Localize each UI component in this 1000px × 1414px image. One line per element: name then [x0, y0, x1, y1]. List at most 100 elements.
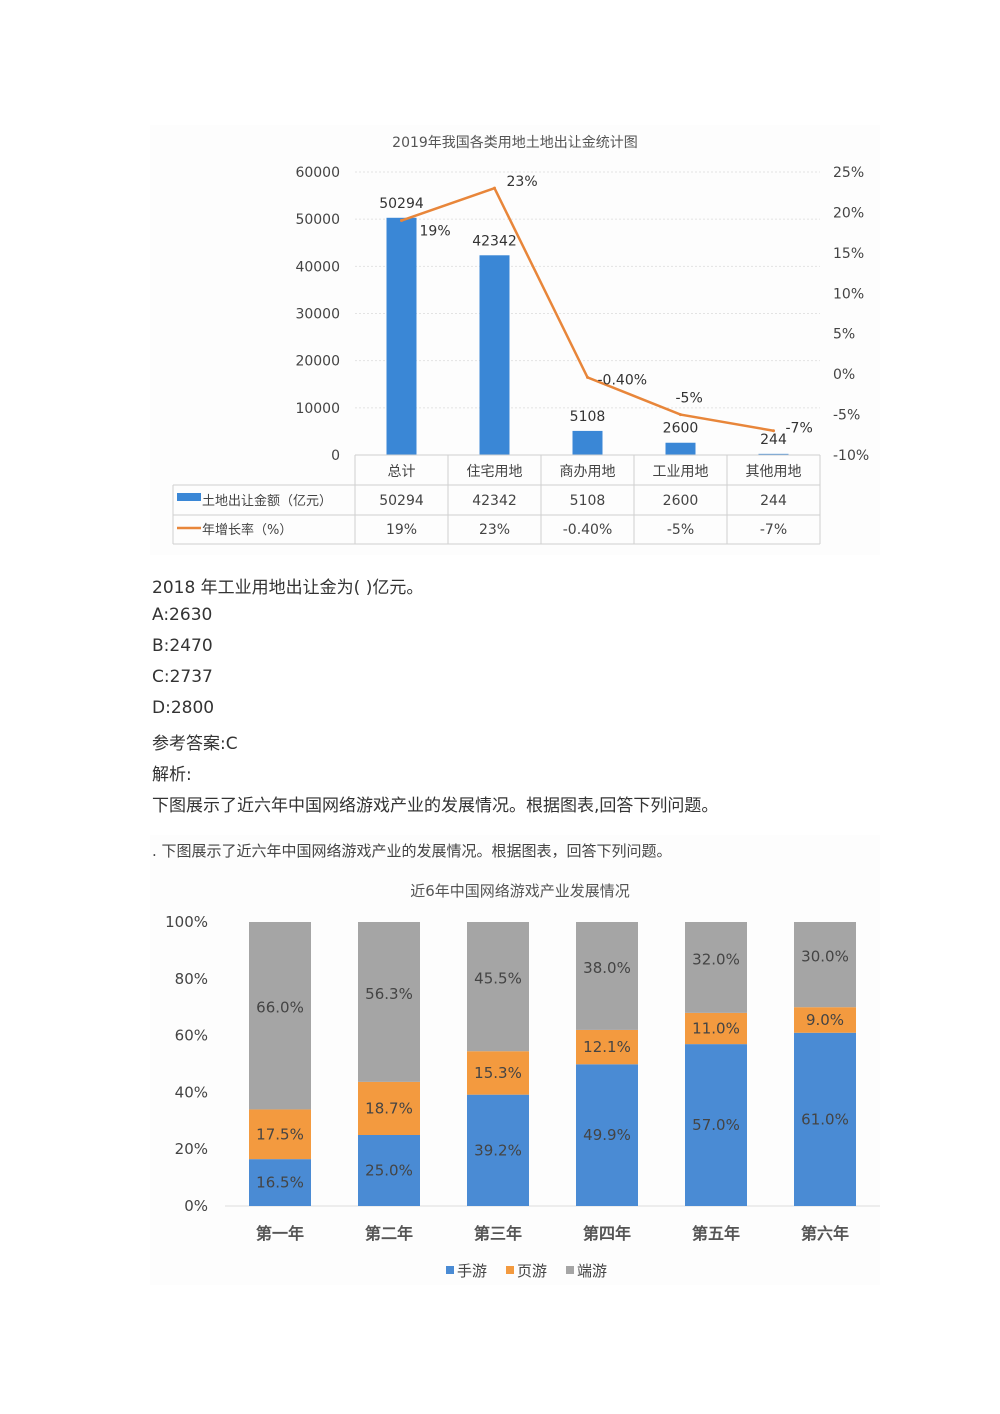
line-point [400, 219, 403, 223]
table-rate-cell: 19% [386, 522, 417, 538]
chart-title: 2019年我国各类用地土地出让金统计图 [392, 135, 638, 151]
legend-bar-label: 土地出让金额（亿元） [202, 493, 332, 509]
bar-segment-页游 [794, 1007, 856, 1033]
bar-segment-手游 [576, 1064, 638, 1206]
legend-swatch [446, 1266, 454, 1274]
legend-bar-swatch [177, 493, 201, 501]
line-point [772, 429, 775, 433]
option-a: A:2630 [152, 605, 213, 625]
category-label: 第二年 [365, 1224, 413, 1243]
legend-line-label: 年增长率（%） [202, 522, 292, 538]
left-axis-tick: 40000 [295, 259, 340, 275]
table-amount-cell: 2600 [663, 493, 699, 509]
bar [758, 453, 789, 455]
legend-label: 端游 [577, 1262, 607, 1280]
legend-label: 页游 [517, 1262, 547, 1280]
next-question-intro: 下图展示了近六年中国网络游戏产业的发展情况。根据图表,回答下列问题。 [152, 796, 719, 816]
category-label: 商办用地 [560, 464, 616, 480]
chart-heading: . 下图展示了近六年中国网络游戏产业的发展情况。根据图表，回答下列问题。 [152, 842, 672, 860]
right-axis-tick: 20% [833, 205, 864, 221]
category-label: 第五年 [692, 1224, 740, 1243]
table-amount-cell: 50294 [379, 493, 424, 509]
bar-segment-手游 [467, 1094, 529, 1206]
legend-swatch [566, 1266, 574, 1274]
bar-data-label: 5108 [570, 409, 606, 425]
segment-data-label: 15.3% [474, 1064, 522, 1082]
table-rate-cell: 23% [479, 522, 510, 538]
line-data-label: -5% [676, 391, 703, 407]
segment-data-label: 9.0% [806, 1011, 844, 1029]
bar-segment-页游 [358, 1081, 420, 1135]
category-label: 工业用地 [653, 464, 709, 480]
legend-label: 手游 [457, 1262, 487, 1280]
bar-segment-端游 [358, 922, 420, 1082]
option-b: B:2470 [152, 636, 213, 656]
line-data-label: 23% [507, 174, 538, 190]
segment-data-label: 12.1% [583, 1038, 631, 1056]
line-data-label: -7% [786, 421, 813, 437]
line-data-label: 19% [420, 224, 451, 240]
bar-segment-页游 [467, 1051, 529, 1095]
segment-data-label: 17.5% [256, 1125, 304, 1143]
category-label: 总计 [388, 464, 416, 480]
segment-data-label: 11.0% [692, 1020, 740, 1038]
segment-data-label: 32.0% [692, 950, 740, 968]
bar-segment-端游 [467, 922, 529, 1052]
bar-data-label: 244 [760, 432, 787, 448]
bar-segment-手游 [358, 1135, 420, 1206]
bar-segment-端游 [685, 922, 747, 1013]
legend-swatch [506, 1266, 514, 1274]
left-axis-tick: 30000 [295, 307, 340, 323]
y-axis-tick: 80% [175, 970, 208, 988]
category-label: 第六年 [801, 1224, 849, 1243]
bar [572, 430, 603, 455]
segment-data-label: 30.0% [801, 948, 849, 966]
segment-data-label: 61.0% [801, 1110, 849, 1128]
line-point [493, 186, 496, 190]
right-axis-tick: 10% [833, 286, 864, 302]
bar-segment-页游 [249, 1109, 311, 1160]
y-axis-tick: 20% [175, 1140, 208, 1158]
bar-segment-页游 [685, 1012, 747, 1045]
reference-answer: 参考答案:C [152, 734, 238, 754]
table-rate-cell: -0.40% [563, 522, 613, 538]
bar-data-label: 42342 [472, 233, 517, 249]
bar-segment-端游 [249, 922, 311, 1110]
y-axis-tick: 40% [175, 1083, 208, 1101]
table-rate-cell: -7% [760, 522, 787, 538]
bar-data-label: 2600 [663, 421, 699, 437]
right-axis-tick: 5% [833, 327, 855, 343]
segment-data-label: 16.5% [256, 1174, 304, 1192]
online-game-chart-svg: . 下图展示了近六年中国网络游戏产业的发展情况。根据图表，回答下列问题。近6年中… [152, 842, 880, 1280]
bar-segment-页游 [576, 1029, 638, 1065]
bar-segment-手游 [685, 1044, 747, 1206]
segment-data-label: 57.0% [692, 1116, 740, 1134]
segment-data-label: 18.7% [365, 1099, 413, 1117]
bar [479, 255, 510, 455]
category-label: 住宅用地 [467, 464, 523, 480]
table-rate-cell: -5% [667, 522, 694, 538]
left-axis-tick: 20000 [295, 354, 340, 370]
y-axis-tick: 60% [175, 1027, 208, 1045]
bar-segment-手游 [249, 1159, 311, 1206]
segment-data-label: 25.0% [365, 1162, 413, 1180]
online-game-chart: . 下图展示了近六年中国网络游戏产业的发展情况。根据图表，回答下列问题。 近6年中… [150, 835, 880, 1285]
segment-data-label: 39.2% [474, 1141, 522, 1159]
right-axis-tick: -10% [833, 448, 869, 464]
option-d: D:2800 [152, 698, 215, 718]
table-amount-cell: 244 [760, 493, 787, 509]
table-amount-cell: 5108 [570, 493, 606, 509]
y-axis-tick: 0% [184, 1197, 208, 1215]
right-axis-tick: 25% [833, 165, 864, 181]
left-axis-tick: 50000 [295, 212, 340, 228]
right-axis-tick: -5% [833, 408, 860, 424]
category-label: 其他用地 [746, 464, 802, 480]
y-axis-tick: 100% [165, 913, 208, 931]
bar [665, 442, 696, 455]
segment-data-label: 38.0% [583, 959, 631, 977]
bar [386, 217, 417, 455]
segment-data-label: 45.5% [474, 970, 522, 988]
growth-line [401, 186, 774, 432]
line-data-label: -0.40% [598, 372, 648, 388]
